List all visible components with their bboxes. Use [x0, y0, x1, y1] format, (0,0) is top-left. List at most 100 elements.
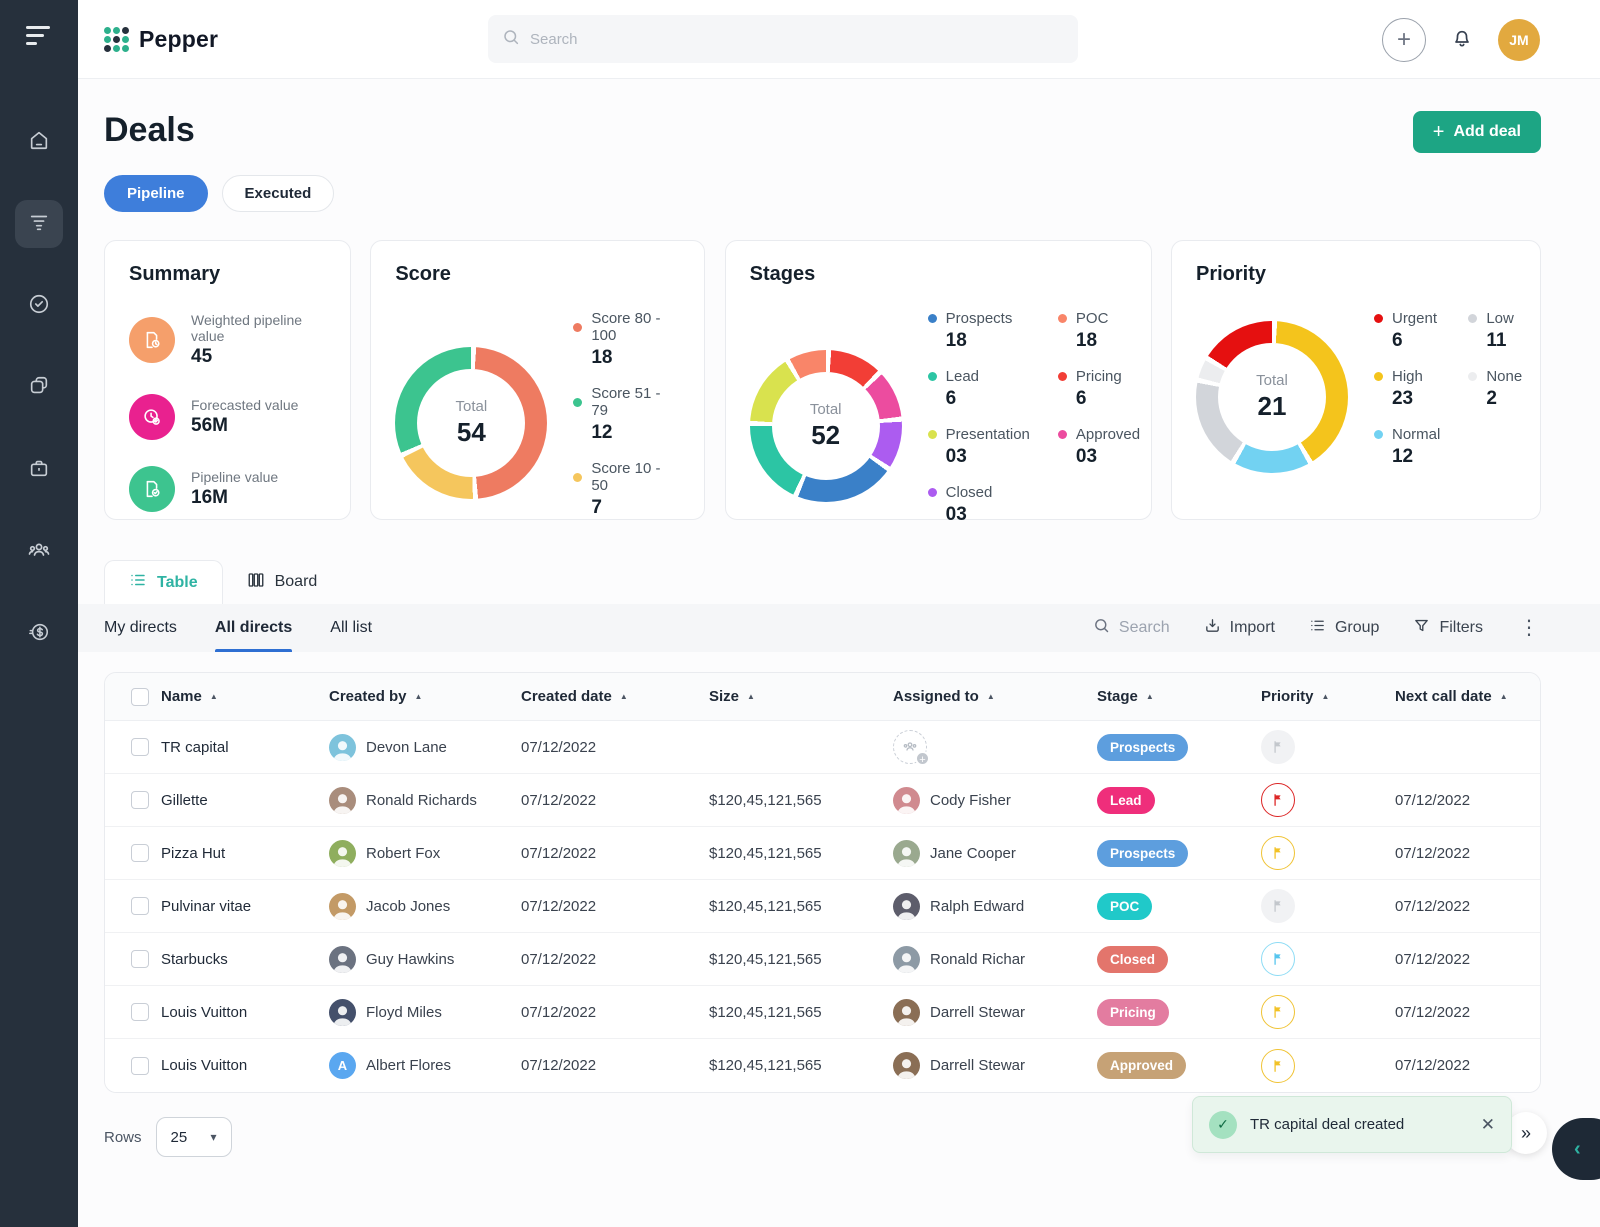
row-checkbox[interactable]: [131, 791, 149, 809]
legend-dot-icon: [1057, 372, 1067, 381]
priority-cell: [1261, 995, 1395, 1029]
score-legend: Score 80 - 100 18 Score 51 - 79 12 Score 10 …: [573, 310, 680, 535]
table-search-button[interactable]: Search: [1093, 617, 1170, 639]
priority-cell: [1261, 836, 1395, 870]
tab-all-directs[interactable]: All directs: [214, 604, 293, 652]
table-row[interactable]: Louis Vuitton Floyd Miles 07/12/2022 $12…: [105, 986, 1540, 1039]
priority-flag-icon[interactable]: [1261, 1048, 1295, 1083]
document-check-icon: [129, 466, 175, 512]
avatar: [329, 998, 356, 1026]
table-row[interactable]: Gillette Ronald Richards 07/12/2022 $120…: [105, 774, 1540, 827]
table-row[interactable]: Louis Vuitton A Albert Flores 07/12/2022 …: [105, 1039, 1540, 1092]
tab-board[interactable]: Board: [223, 560, 342, 604]
column-header-created-date[interactable]: Created date ▲: [521, 688, 628, 705]
dollar-coin-icon: [28, 621, 50, 648]
column-header-priority[interactable]: Priority ▲: [1261, 688, 1330, 705]
priority-flag-icon[interactable]: [1261, 889, 1295, 923]
stages-card: Stages Total 52 Prospects 18 Lead 6 Presenta…: [724, 240, 1152, 525]
deal-size: $120,45,121,565: [709, 1003, 822, 1021]
chat-widget-tab[interactable]: ‹: [1552, 1118, 1600, 1180]
column-header-stage[interactable]: Stage ▲: [1097, 688, 1154, 705]
stage-cell: Pricing: [1097, 998, 1261, 1026]
legend-dot-icon: [927, 430, 937, 439]
executed-toggle[interactable]: Executed: [221, 175, 335, 212]
quick-add-button[interactable]: +: [1382, 17, 1426, 62]
search-input[interactable]: [530, 30, 1064, 48]
sidebar-item-deals[interactable]: [15, 200, 63, 248]
stage-badge: Approved: [1097, 1052, 1187, 1079]
row-checkbox[interactable]: [131, 1003, 149, 1021]
priority-flag-icon[interactable]: [1261, 995, 1295, 1029]
briefcase-icon: [28, 457, 50, 484]
table-row[interactable]: Pizza Hut Robert Fox 07/12/2022 $120,45,…: [105, 827, 1540, 880]
expand-panel-button[interactable]: »: [1505, 1112, 1547, 1154]
notifications-button[interactable]: [1450, 26, 1474, 53]
legend-item: High 23: [1373, 368, 1440, 410]
row-checkbox[interactable]: [131, 844, 149, 862]
more-options-button[interactable]: ⋮: [1519, 617, 1539, 639]
hamburger-menu-icon[interactable]: [26, 26, 52, 50]
sidebar-item-tasks[interactable]: [15, 282, 63, 330]
summary-item-weighted: Weighted pipeline value 45: [129, 312, 326, 368]
deal-name: Gillette: [161, 791, 208, 809]
brand-logo[interactable]: Pepper: [104, 26, 218, 53]
plus-icon: +: [1396, 25, 1411, 53]
tab-my-directs[interactable]: My directs: [104, 619, 177, 636]
row-checkbox[interactable]: [131, 950, 149, 968]
group-button[interactable]: Group: [1309, 617, 1379, 639]
sidebar-item-documents[interactable]: [15, 364, 63, 412]
add-assignee-button[interactable]: +: [893, 730, 930, 764]
stage-badge: Prospects: [1097, 733, 1189, 761]
priority-flag-icon[interactable]: [1261, 730, 1295, 764]
table-row[interactable]: Starbucks Guy Hawkins 07/12/2022 $120,45…: [105, 933, 1540, 986]
created-by-name: Jacob Jones: [366, 897, 451, 915]
created-date: 07/12/2022: [521, 791, 597, 809]
card-title: Stages: [749, 263, 816, 285]
row-checkbox[interactable]: [131, 738, 149, 756]
group-icon: [1309, 617, 1326, 639]
table-row[interactable]: TR capital Devon Lane 07/12/2022 + Prosp…: [105, 721, 1540, 774]
legend-dot-icon: [927, 314, 937, 323]
sidebar-item-contacts[interactable]: [15, 528, 63, 576]
legend-item: Score 10 - 50 7: [573, 460, 680, 519]
avatar: [893, 998, 920, 1026]
column-header-size[interactable]: Size ▲: [709, 688, 755, 705]
column-header-name[interactable]: Name ▲: [161, 688, 218, 705]
sidebar-item-billing[interactable]: [15, 610, 63, 658]
legend-dot-icon: [927, 488, 937, 497]
stage-cell: Prospects: [1097, 733, 1261, 761]
assigned-to-name: Cody Fisher: [930, 791, 1011, 809]
sidebar-item-companies[interactable]: [15, 446, 63, 494]
score-donut-chart: Total 54: [395, 346, 548, 499]
legend-item: Score 80 - 100 18: [573, 310, 680, 369]
priority-flag-icon[interactable]: [1261, 942, 1295, 976]
created-by-cell: Jacob Jones: [329, 892, 521, 920]
import-button[interactable]: Import: [1204, 617, 1275, 639]
stage-cell: Approved: [1097, 1052, 1261, 1079]
sidebar-item-home[interactable]: [15, 118, 63, 166]
toast-notification: ✓ TR capital deal created ✕: [1192, 1096, 1512, 1153]
column-header-next-call-date[interactable]: Next call date ▲: [1395, 688, 1508, 705]
legend-item: POC 18: [1057, 310, 1140, 352]
priority-flag-icon[interactable]: [1261, 836, 1295, 870]
tab-all-list[interactable]: All list: [330, 619, 373, 636]
select-all-checkbox[interactable]: [131, 687, 149, 706]
row-checkbox[interactable]: [131, 1056, 149, 1075]
add-deal-button[interactable]: + Add deal: [1412, 111, 1541, 153]
row-checkbox[interactable]: [131, 897, 149, 915]
column-header-created-by[interactable]: Created by ▲: [329, 688, 423, 705]
priority-flag-icon[interactable]: [1261, 783, 1295, 817]
rows-per-page-select[interactable]: 25 ▾: [155, 1117, 232, 1157]
toast-close-button[interactable]: ✕: [1480, 1114, 1495, 1134]
pipeline-toggle[interactable]: Pipeline: [104, 175, 208, 212]
summary-cards: Summary Weighted pipeline value 45 Forec…: [104, 240, 1541, 525]
filters-button[interactable]: Filters: [1413, 617, 1483, 639]
rows-label: Rows: [104, 1128, 142, 1146]
user-avatar[interactable]: JM: [1498, 18, 1540, 61]
column-header-assigned-to[interactable]: Assigned to ▲: [893, 688, 995, 705]
clock-check-icon: [129, 394, 175, 440]
table-row[interactable]: Pulvinar vitae Jacob Jones 07/12/2022 $1…: [105, 880, 1540, 933]
global-search[interactable]: [488, 15, 1078, 63]
tab-table[interactable]: Table: [104, 560, 223, 604]
legend-item: Approved 03: [1057, 426, 1140, 468]
